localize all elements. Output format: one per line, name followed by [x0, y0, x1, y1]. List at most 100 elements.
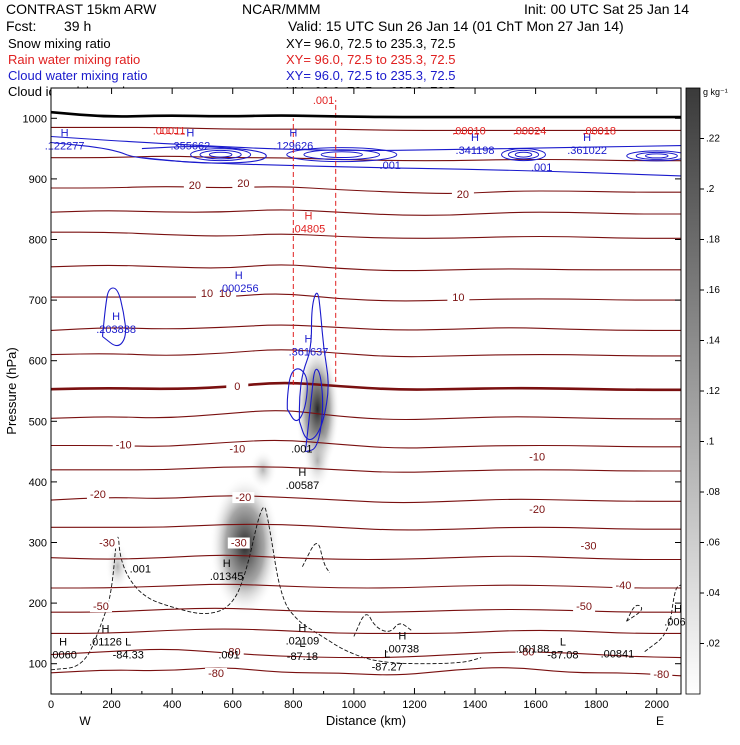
temp-label-bg — [526, 504, 549, 516]
temp-label-bg — [232, 178, 255, 190]
cloud-water-contour — [286, 368, 308, 422]
ice-maximum-value: -87.08 — [547, 650, 578, 662]
temp-label-bg — [112, 439, 135, 451]
rain-maximum-value: .00024 — [513, 125, 547, 137]
temperature-contours — [51, 126, 681, 677]
colorbar-tick-label: .06 — [706, 538, 720, 549]
colorbar-unit: g kg⁻¹ — [703, 87, 728, 97]
x-tick-label: 0 — [48, 699, 54, 711]
temp-label-bg — [573, 601, 596, 613]
ice-shade-blob — [249, 449, 278, 490]
x-tick-label: 400 — [163, 699, 181, 711]
cloud-water-maximum-value: .355662 — [170, 141, 210, 153]
ice-maximum-value: -87.27 — [372, 662, 403, 674]
cloud-water-maximum-marker: H — [186, 128, 194, 140]
ice-maximum-value: .00587 — [286, 480, 320, 492]
ice-maximum-value: .00738 — [386, 644, 420, 656]
cloud-water-maximum-value: .001 — [531, 162, 552, 174]
temperature-label: -10 — [116, 439, 132, 451]
y-tick-label: 100 — [29, 659, 47, 671]
isotherm-line — [51, 293, 681, 302]
y-tick-label: 600 — [29, 356, 47, 368]
ice-maximum-value: .00841 — [601, 648, 635, 660]
isotherm-line — [51, 324, 681, 331]
temperature-label: 20 — [457, 189, 469, 201]
rain-maximum-value: .00018 — [582, 125, 616, 137]
cloud-water-contours — [51, 135, 681, 453]
cloud-water-ring — [320, 151, 363, 159]
rain-maximum-value: .04805 — [292, 224, 326, 236]
x-tick-label: 2000 — [645, 699, 669, 711]
temperature-label: 10 — [219, 288, 231, 300]
y-tick-label: 500 — [29, 416, 47, 428]
ice-maximum-marker: L — [384, 649, 390, 661]
colorbar-ticks: .22 .2 .18 .16 .14 .12 .1 .08 .06 .04 .02 — [700, 134, 720, 650]
colorbar-tick-label: .18 — [706, 235, 720, 246]
rain-maximum-marker: H — [304, 211, 312, 223]
x-tick-label: 600 — [224, 699, 242, 711]
isotherm-line — [51, 523, 681, 531]
temp-label-bg — [89, 601, 112, 613]
snow-contour-line — [626, 604, 643, 622]
ice-maximum-marker: H — [102, 623, 110, 635]
ice-maximum-marker: H — [59, 637, 67, 649]
cloud-water-maximum-value: .129626 — [273, 141, 313, 153]
axes: 0 200 400 600 800 1000 1200 1400 1600 1800 2000100… — [23, 88, 681, 711]
ice-maximum-value: .00188 — [516, 644, 550, 656]
y-tick-label: 700 — [29, 295, 47, 307]
colorbar-tick-label: .04 — [706, 588, 720, 599]
ice-maximum-marker: H — [674, 603, 682, 615]
x-tick-label: 1600 — [523, 699, 547, 711]
x-tick-label: 1200 — [402, 699, 426, 711]
ice-maximum-value: .01126 — [89, 636, 122, 648]
temperature-label: 0 — [234, 381, 240, 393]
colorbar-tick-label: .02 — [706, 639, 720, 650]
cloud-water-ring — [514, 151, 533, 158]
legend-field-xy: XY= 96.0, 72.5 to 235.3, 72.5 — [286, 36, 456, 51]
isotherm-line — [51, 349, 681, 358]
temp-label-bg — [650, 669, 673, 681]
isotherm-line — [51, 495, 681, 504]
legend-field-name: Rain water mixing ratio — [8, 52, 140, 67]
temp-label-bg — [227, 537, 250, 549]
cloud-water-maximum-marker: H — [304, 334, 312, 346]
cloud-water-band — [51, 135, 681, 152]
colorbar-tick-label: .16 — [706, 285, 720, 296]
isotherm-line — [51, 667, 681, 677]
ice-maximum-marker: L — [125, 637, 131, 649]
cloud-water-ring — [190, 148, 252, 162]
temperature-label: -20 — [90, 489, 106, 501]
ice-maximum-value: .0060 — [49, 650, 77, 662]
temperature-label: -10 — [529, 451, 545, 463]
rain-maximum-value: .00011 — [153, 125, 186, 137]
snow-contour-line — [644, 584, 681, 652]
colorbar-tick-label: .14 — [706, 336, 720, 347]
x-tick-label: 1400 — [463, 699, 487, 711]
fcst-label: Fcst: — [6, 18, 36, 34]
cloud-water-maximum-marker: H — [583, 132, 591, 144]
temperature-label: -10 — [229, 444, 245, 456]
temp-label-bg — [221, 646, 244, 658]
cloud-water-maximum-value: .341198 — [456, 145, 495, 157]
temperature-label: 20 — [189, 180, 201, 192]
rain-maximum-value: .001 — [313, 95, 334, 107]
ice-maximum-marker: H — [298, 623, 306, 635]
init-time: Init: 00 UTC Sat 25 Jan 14 — [524, 1, 689, 17]
isotherm-line — [51, 231, 681, 239]
isotherm-line — [51, 554, 681, 561]
temperature-label: 10 — [201, 288, 213, 300]
valid-time: Valid: 15 UTC Sun 26 Jan 14 (01 ChT Mon … — [288, 18, 624, 34]
ice-maximum-marker: L — [560, 637, 566, 649]
temp-label-bg — [226, 381, 249, 393]
cloud-water-ring — [208, 151, 233, 158]
ice-maximum-marker: H — [223, 558, 231, 570]
colorbar-tick-label: .12 — [706, 386, 720, 397]
y-tick-label: 1000 — [23, 113, 47, 125]
cloud-water-ring — [626, 150, 681, 162]
cloud-water-maximum-value: .001 — [380, 160, 401, 172]
temp-label-bg — [96, 537, 119, 549]
x-tick-label: 1000 — [342, 699, 366, 711]
isotherm-line — [51, 186, 681, 195]
temp-label-bg — [612, 579, 635, 591]
